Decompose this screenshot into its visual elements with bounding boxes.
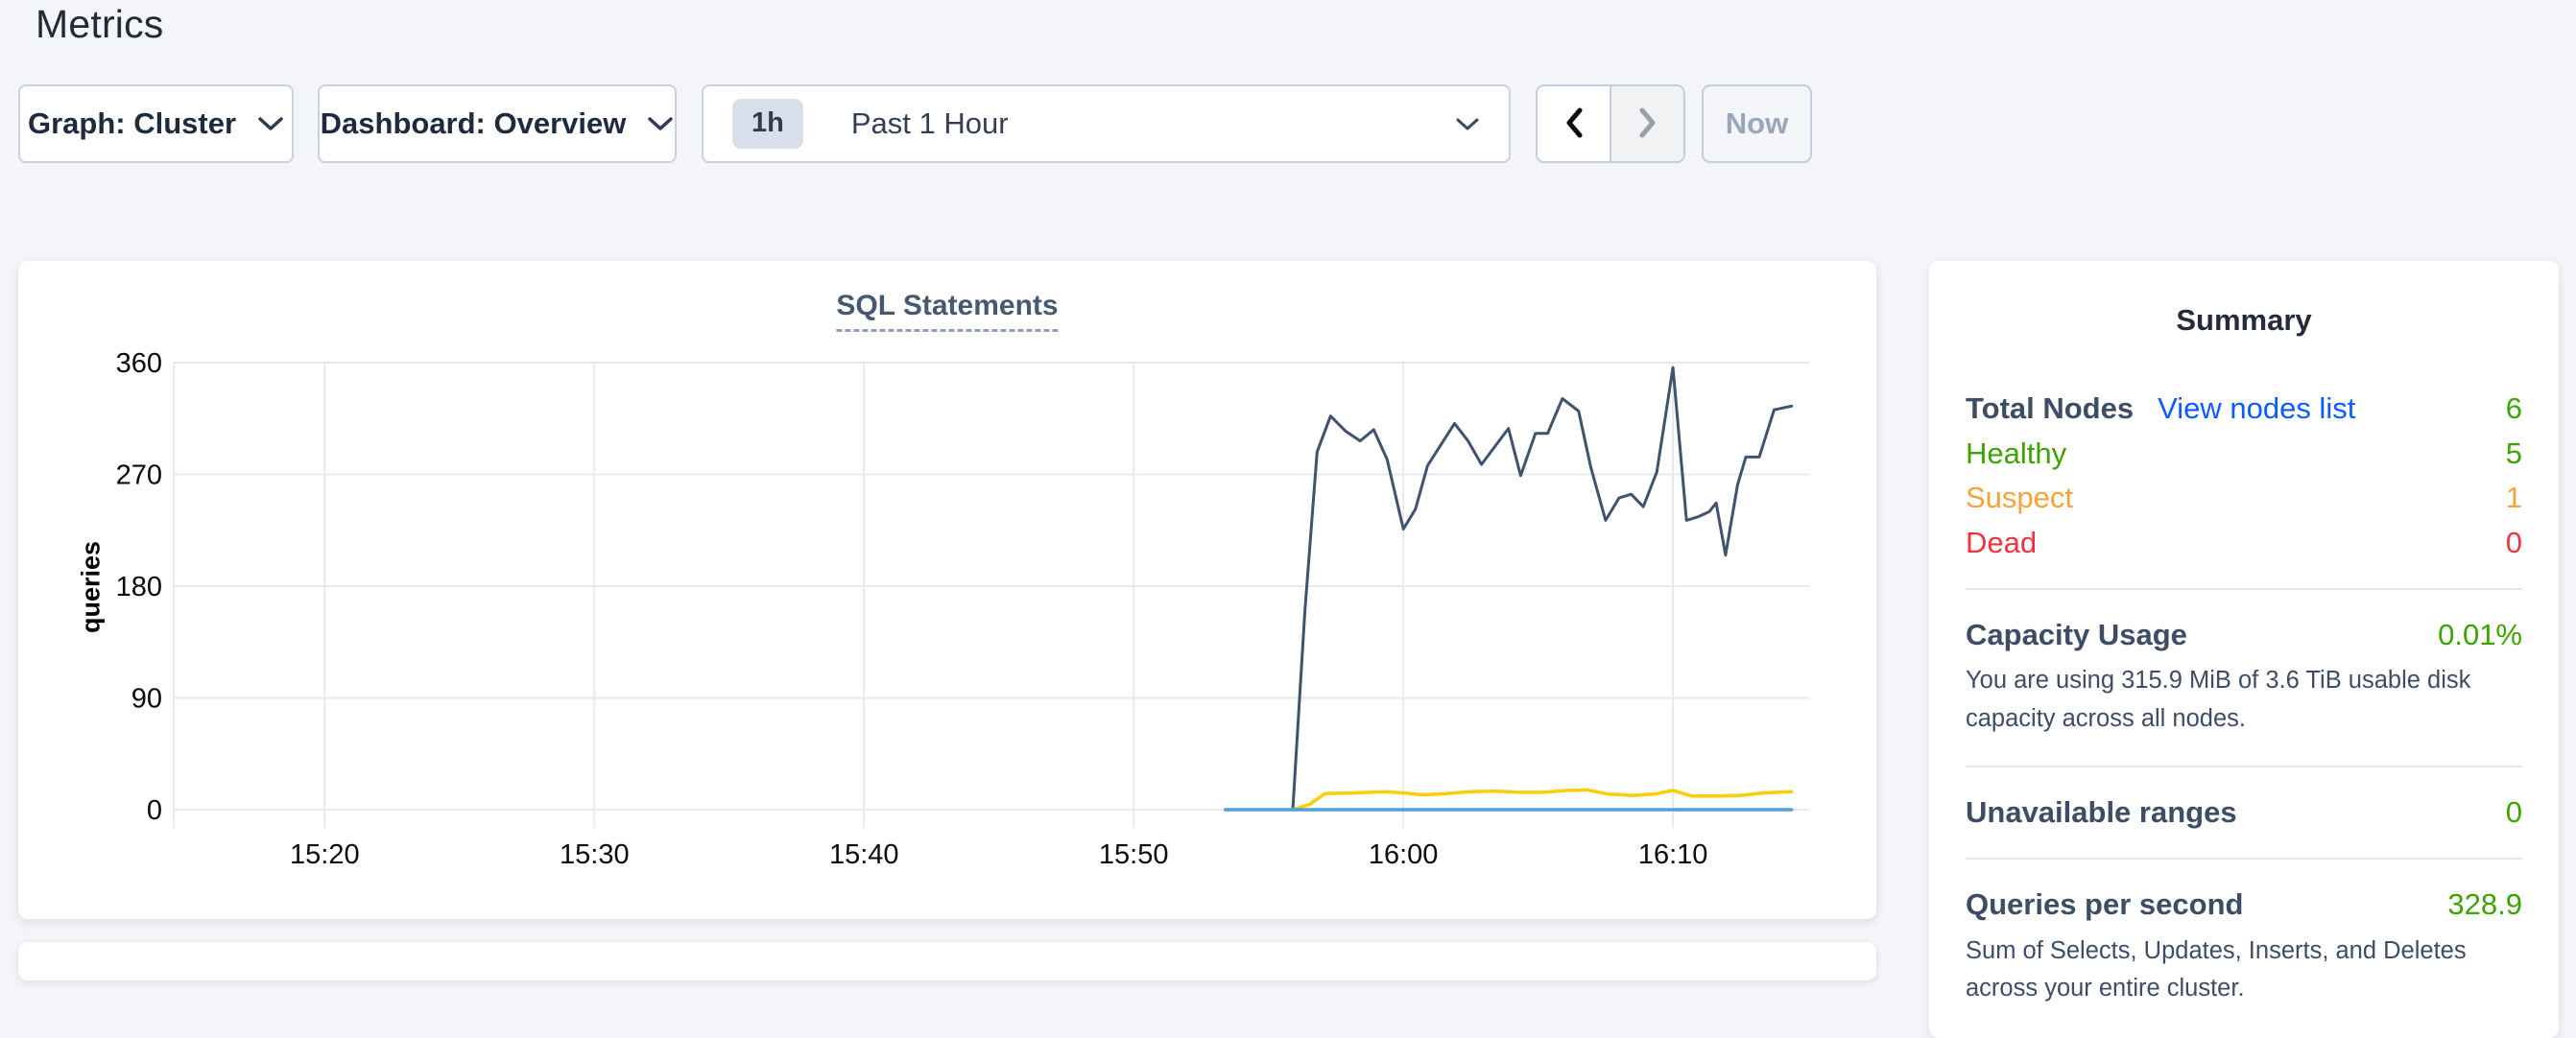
healthy-label: Healthy xyxy=(1966,436,2067,470)
sql-statements-chart: 0 90 180 270 360 15:20 15:30 15:40 15:50 16:00 16:… xyxy=(116,348,1809,870)
chevron-right-icon xyxy=(1635,106,1660,143)
series-line-navy xyxy=(1291,366,1794,812)
capacity-usage-row: Capacity Usage 0.01% xyxy=(1966,618,2522,652)
dead-value: 0 xyxy=(2505,525,2522,559)
now-button[interactable]: Now xyxy=(1702,84,1812,163)
unavailable-ranges-row: Unavailable ranges 0 xyxy=(1966,795,2522,830)
unavailable-ranges-label: Unavailable ranges xyxy=(1966,795,2237,830)
y-axis-label: queries xyxy=(76,540,106,634)
y-tick-label: 270 xyxy=(116,460,162,491)
capacity-usage-value: 0.01% xyxy=(2438,617,2522,651)
healthy-nodes-row: Healthy 5 xyxy=(1966,436,2522,471)
graph-dropdown[interactable]: Graph: Cluster xyxy=(18,84,294,163)
y-tick-label: 180 xyxy=(116,572,162,602)
chart-title[interactable]: SQL Statements xyxy=(836,290,1059,332)
chevron-left-icon xyxy=(1562,106,1586,143)
capacity-usage-label: Capacity Usage xyxy=(1966,617,2187,651)
next-chart-card-partial xyxy=(18,942,1876,980)
suspect-label: Suspect xyxy=(1966,481,2074,515)
time-nav-group xyxy=(1536,84,1685,163)
time-range-label: Past 1 Hour xyxy=(850,106,1009,140)
queries-per-second-value: 328.9 xyxy=(2447,886,2522,921)
x-tick-label: 15:20 xyxy=(290,839,360,870)
queries-per-second-row: Queries per second 328.9 xyxy=(1966,887,2522,922)
chevron-down-icon xyxy=(647,106,674,141)
series-line-yellow xyxy=(1291,788,1794,812)
capacity-usage-description: You are using 315.9 MiB of 3.6 TiB usabl… xyxy=(1966,667,2471,732)
x-tick-label: 16:10 xyxy=(1638,839,1708,870)
healthy-value: 5 xyxy=(2505,436,2522,470)
queries-per-second-description: Sum of Selects, Updates, Inserts, and De… xyxy=(1966,936,2467,1003)
queries-per-second-label: Queries per second xyxy=(1966,886,2244,921)
divider xyxy=(1966,766,2522,768)
y-tick-label: 0 xyxy=(147,795,162,826)
sql-statements-chart-card: 0 90 180 270 360 15:20 15:30 15:40 15:50 16:00 16:… xyxy=(18,261,1876,919)
suspect-value: 1 xyxy=(2505,481,2522,515)
summary-title: Summary xyxy=(2176,303,2312,337)
x-tick-label: 15:50 xyxy=(1099,839,1169,870)
x-tick-label: 15:40 xyxy=(829,839,899,870)
page-title: Metrics xyxy=(36,2,164,46)
chevron-down-icon xyxy=(1455,106,1480,141)
total-nodes-label: Total Nodes xyxy=(1966,391,2135,425)
prev-time-button[interactable] xyxy=(1538,86,1611,161)
view-nodes-list-link[interactable]: View nodes list xyxy=(2158,391,2356,425)
suspect-nodes-row: Suspect 1 xyxy=(1966,481,2522,515)
dashboard-dropdown-label: Dashboard: Overview xyxy=(320,106,627,140)
x-tick-label: 16:00 xyxy=(1369,839,1439,870)
graph-dropdown-label: Graph: Cluster xyxy=(27,106,237,140)
next-time-button[interactable] xyxy=(1611,86,1683,161)
summary-panel: Summary Total Nodes View nodes list 6 He… xyxy=(1929,261,2559,1038)
y-tick-label: 90 xyxy=(131,684,162,715)
divider xyxy=(1966,857,2522,860)
total-nodes-value: 6 xyxy=(2505,391,2522,425)
y-tick-label: 360 xyxy=(116,348,162,379)
total-nodes-row: Total Nodes View nodes list 6 xyxy=(1966,391,2522,426)
dashboard-dropdown[interactable]: Dashboard: Overview xyxy=(318,84,677,163)
x-tick-label: 15:30 xyxy=(560,839,630,870)
dead-label: Dead xyxy=(1966,525,2038,559)
dead-nodes-row: Dead 0 xyxy=(1966,526,2522,560)
time-range-badge: 1h xyxy=(732,99,803,149)
chevron-down-icon xyxy=(257,106,284,141)
divider xyxy=(1966,587,2522,590)
unavailable-ranges-value: 0 xyxy=(2505,795,2522,830)
time-range-picker[interactable]: 1h Past 1 Hour xyxy=(702,84,1511,163)
